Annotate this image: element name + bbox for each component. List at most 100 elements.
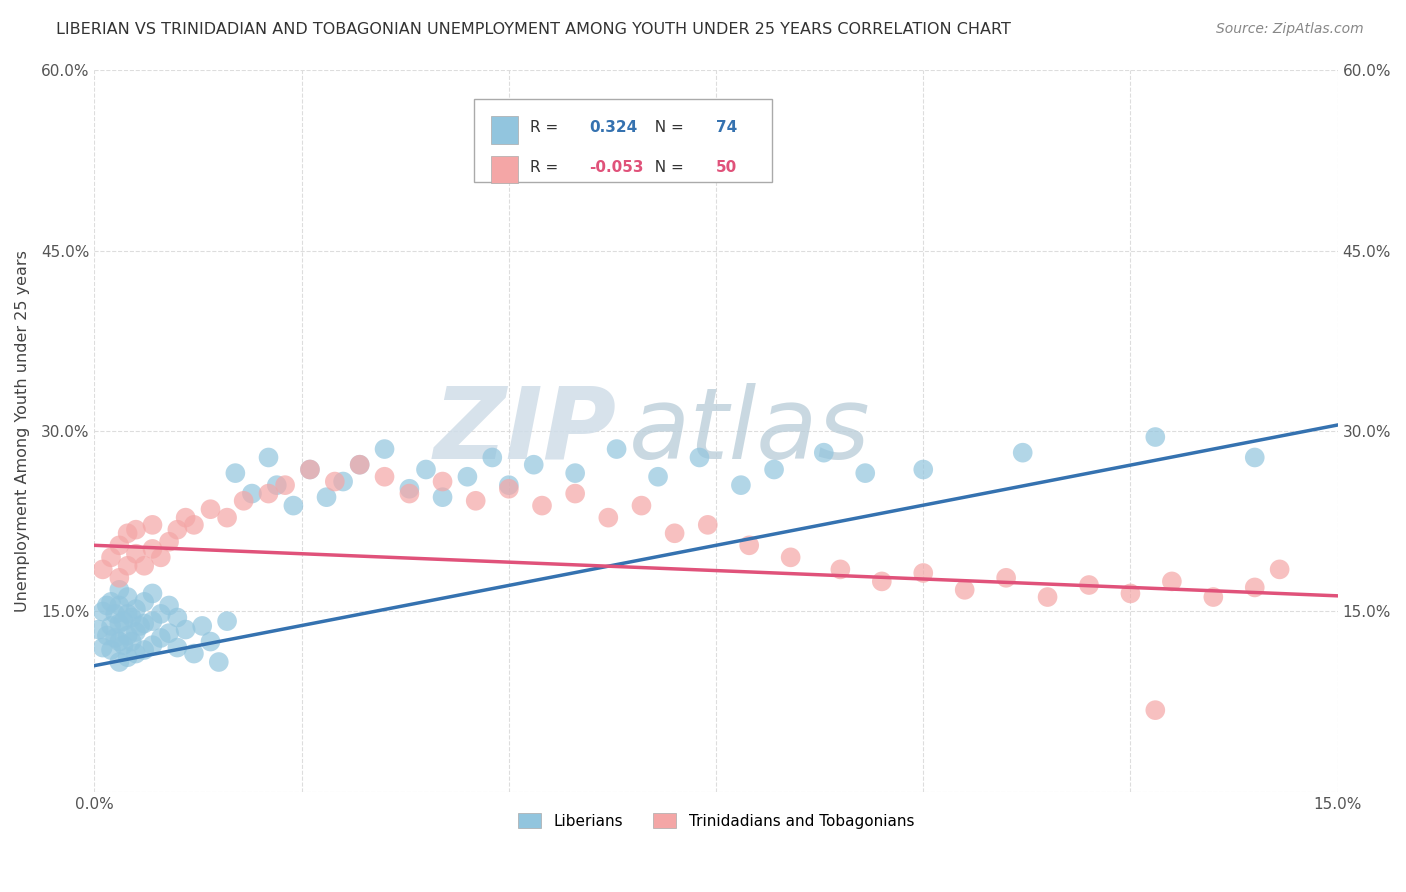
Point	[112, 614, 135, 628]
Point	[912, 462, 935, 476]
Point	[208, 655, 231, 669]
Text: Source: ZipAtlas.com: Source: ZipAtlas.com	[1216, 22, 1364, 37]
Point	[274, 478, 297, 492]
Point	[134, 616, 156, 631]
Point	[323, 475, 346, 489]
Point	[730, 478, 752, 492]
Text: 50: 50	[716, 160, 737, 175]
Legend: Liberians, Trinidadians and Tobagonians: Liberians, Trinidadians and Tobagonians	[512, 806, 920, 835]
Y-axis label: Unemployment Among Youth under 25 years: Unemployment Among Youth under 25 years	[15, 250, 30, 612]
Point	[104, 607, 127, 621]
Point	[813, 445, 835, 459]
Point	[134, 595, 156, 609]
Point	[1268, 562, 1291, 576]
Point	[157, 626, 180, 640]
Bar	[491, 116, 519, 144]
Point	[149, 550, 172, 565]
Point	[87, 623, 110, 637]
Point	[232, 493, 254, 508]
Point	[1144, 703, 1167, 717]
Text: N =: N =	[645, 160, 689, 175]
Point	[174, 510, 197, 524]
Point	[134, 558, 156, 573]
Point	[415, 462, 437, 476]
Point	[432, 475, 454, 489]
Point	[283, 499, 305, 513]
Text: -0.053: -0.053	[589, 160, 644, 175]
Point	[141, 517, 163, 532]
Point	[298, 462, 321, 476]
Point	[374, 442, 396, 456]
Point	[174, 623, 197, 637]
Point	[157, 534, 180, 549]
Point	[696, 517, 718, 532]
Point	[108, 582, 131, 597]
Point	[108, 634, 131, 648]
Point	[647, 469, 669, 483]
Point	[630, 499, 652, 513]
Point	[498, 482, 520, 496]
Text: R =: R =	[530, 160, 562, 175]
Point	[257, 486, 280, 500]
Point	[183, 517, 205, 532]
Point	[141, 541, 163, 556]
Point	[166, 610, 188, 624]
Point	[564, 486, 586, 500]
Point	[598, 510, 620, 524]
Point	[1036, 590, 1059, 604]
Point	[100, 550, 122, 565]
Point	[332, 475, 354, 489]
Point	[1144, 430, 1167, 444]
Text: LIBERIAN VS TRINIDADIAN AND TOBAGONIAN UNEMPLOYMENT AMONG YOUTH UNDER 25 YEARS C: LIBERIAN VS TRINIDADIAN AND TOBAGONIAN U…	[56, 22, 1011, 37]
Text: ZIP: ZIP	[433, 383, 617, 480]
Point	[91, 605, 114, 619]
Point	[953, 582, 976, 597]
Point	[200, 634, 222, 648]
Point	[91, 562, 114, 576]
Point	[108, 599, 131, 613]
Point	[125, 547, 148, 561]
Point	[125, 647, 148, 661]
Point	[530, 499, 553, 513]
Point	[108, 571, 131, 585]
Point	[149, 631, 172, 645]
Point	[112, 638, 135, 652]
Point	[224, 466, 246, 480]
Point	[166, 640, 188, 655]
Text: 74: 74	[716, 120, 737, 136]
Point	[853, 466, 876, 480]
FancyBboxPatch shape	[474, 99, 772, 182]
Point	[374, 469, 396, 483]
Point	[121, 634, 143, 648]
Point	[266, 478, 288, 492]
Point	[183, 647, 205, 661]
Point	[141, 586, 163, 600]
Point	[257, 450, 280, 465]
Point	[200, 502, 222, 516]
Point	[664, 526, 686, 541]
Point	[1160, 574, 1182, 589]
Point	[166, 523, 188, 537]
Point	[141, 638, 163, 652]
Text: 0.324: 0.324	[589, 120, 637, 136]
Text: R =: R =	[530, 120, 562, 136]
Point	[217, 510, 239, 524]
Point	[125, 523, 148, 537]
Point	[129, 619, 152, 633]
Point	[117, 558, 139, 573]
Point	[1011, 445, 1033, 459]
Point	[456, 469, 478, 483]
Point	[564, 466, 586, 480]
Point	[125, 624, 148, 639]
Point	[117, 590, 139, 604]
Point	[100, 619, 122, 633]
Bar	[491, 156, 519, 184]
Point	[398, 482, 420, 496]
Point	[100, 643, 122, 657]
Point	[117, 650, 139, 665]
Point	[149, 607, 172, 621]
Point	[688, 450, 710, 465]
Point	[96, 599, 118, 613]
Text: atlas: atlas	[628, 383, 870, 480]
Point	[481, 450, 503, 465]
